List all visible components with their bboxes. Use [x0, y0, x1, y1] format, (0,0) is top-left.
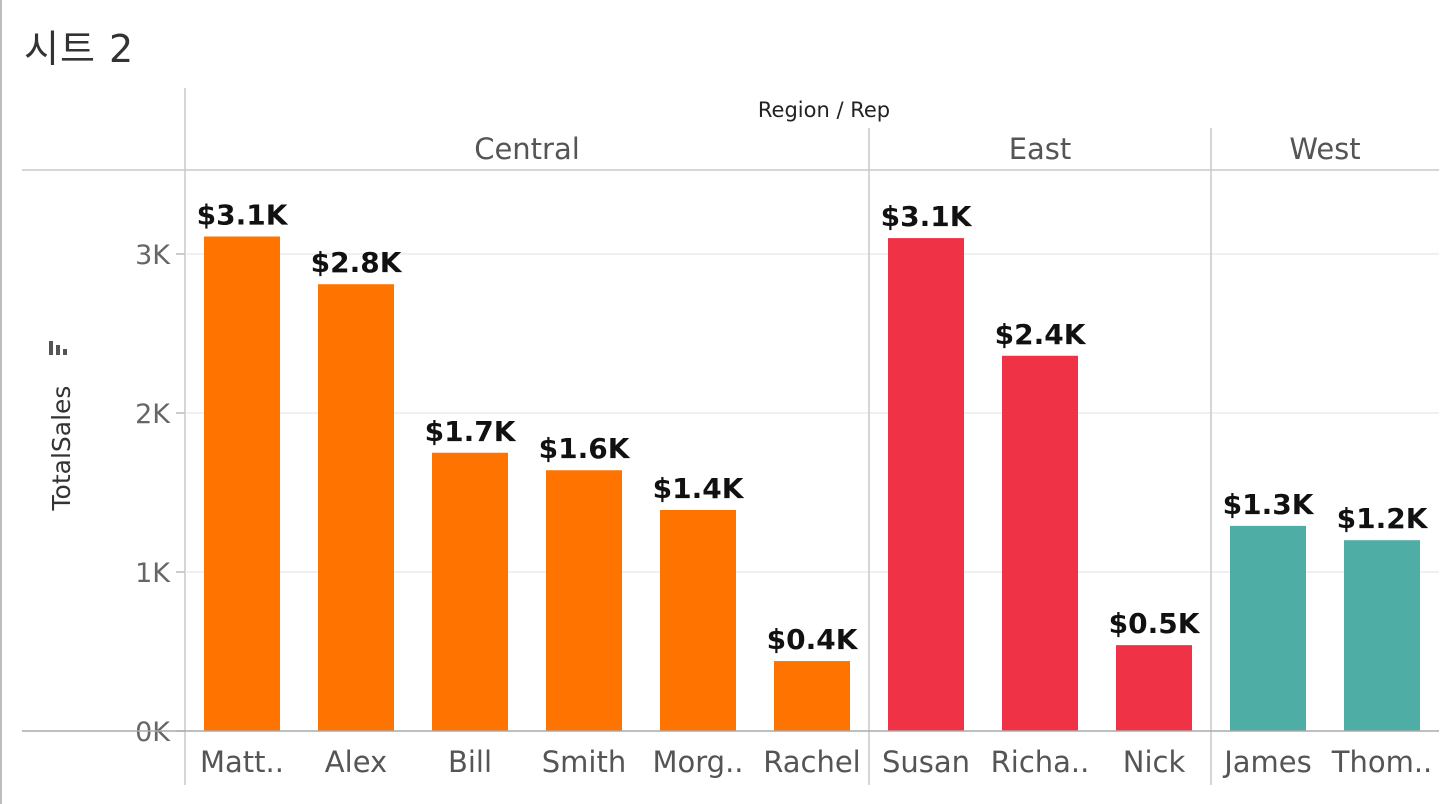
- x-category-label: Thom..: [1331, 745, 1433, 779]
- x-category-label: Smith: [542, 745, 626, 779]
- bar-data-label: $3.1K: [197, 199, 289, 232]
- x-category-label: Richa..: [991, 745, 1090, 779]
- y-tick-label: 3K: [135, 240, 171, 271]
- x-category-label: Alex: [325, 745, 387, 779]
- bar-smith[interactable]: [546, 470, 622, 731]
- bar-james[interactable]: [1230, 525, 1306, 731]
- bar-data-label: $3.1K: [881, 200, 973, 233]
- x-category-label: Nick: [1123, 745, 1186, 779]
- sort-icon-bar: [63, 349, 67, 355]
- bar-data-label: $1.3K: [1223, 488, 1315, 521]
- bar-data-label: $1.7K: [425, 415, 517, 448]
- x-category-label: Bill: [448, 745, 492, 779]
- bar-data-label: $0.5K: [1109, 607, 1201, 640]
- sheet-title: 시트 2: [24, 27, 135, 71]
- bar-data-label: $2.8K: [311, 246, 403, 279]
- bar-richa[interactable]: [1002, 355, 1078, 731]
- bar-morg[interactable]: [660, 509, 736, 731]
- y-tick-label: 0K: [135, 717, 171, 748]
- column-header-label: Region / Rep: [758, 98, 890, 122]
- bar-rachel[interactable]: [774, 661, 850, 731]
- region-label-east: East: [1009, 132, 1072, 166]
- x-category-label: Susan: [882, 745, 970, 779]
- bar-matt[interactable]: [204, 236, 280, 731]
- bar-data-label: $0.4K: [767, 623, 859, 656]
- bar-data-label: $2.4K: [995, 318, 1087, 351]
- sort-icon-bar: [56, 345, 60, 355]
- bar-bill[interactable]: [432, 452, 508, 731]
- y-tick-label: 1K: [135, 558, 171, 589]
- sort-icon[interactable]: [49, 341, 53, 355]
- bar-data-label: $1.4K: [653, 472, 745, 505]
- bar-data-label: $1.6K: [539, 432, 631, 465]
- y-axis-title: TotalSales: [47, 386, 76, 512]
- x-category-label: James: [1222, 745, 1312, 779]
- x-category-label: Morg..: [652, 745, 743, 779]
- y-tick-label: 2K: [135, 399, 171, 430]
- bar-nick[interactable]: [1116, 645, 1192, 731]
- region-label-central: Central: [474, 132, 580, 166]
- bar-thom[interactable]: [1344, 540, 1420, 731]
- x-category-label: Rachel: [763, 745, 861, 779]
- x-category-label: Matt..: [200, 745, 284, 779]
- bar-susan[interactable]: [888, 238, 964, 731]
- bar-data-label: $1.2K: [1337, 502, 1429, 535]
- bar-alex[interactable]: [318, 284, 394, 731]
- region-label-west: West: [1289, 132, 1360, 166]
